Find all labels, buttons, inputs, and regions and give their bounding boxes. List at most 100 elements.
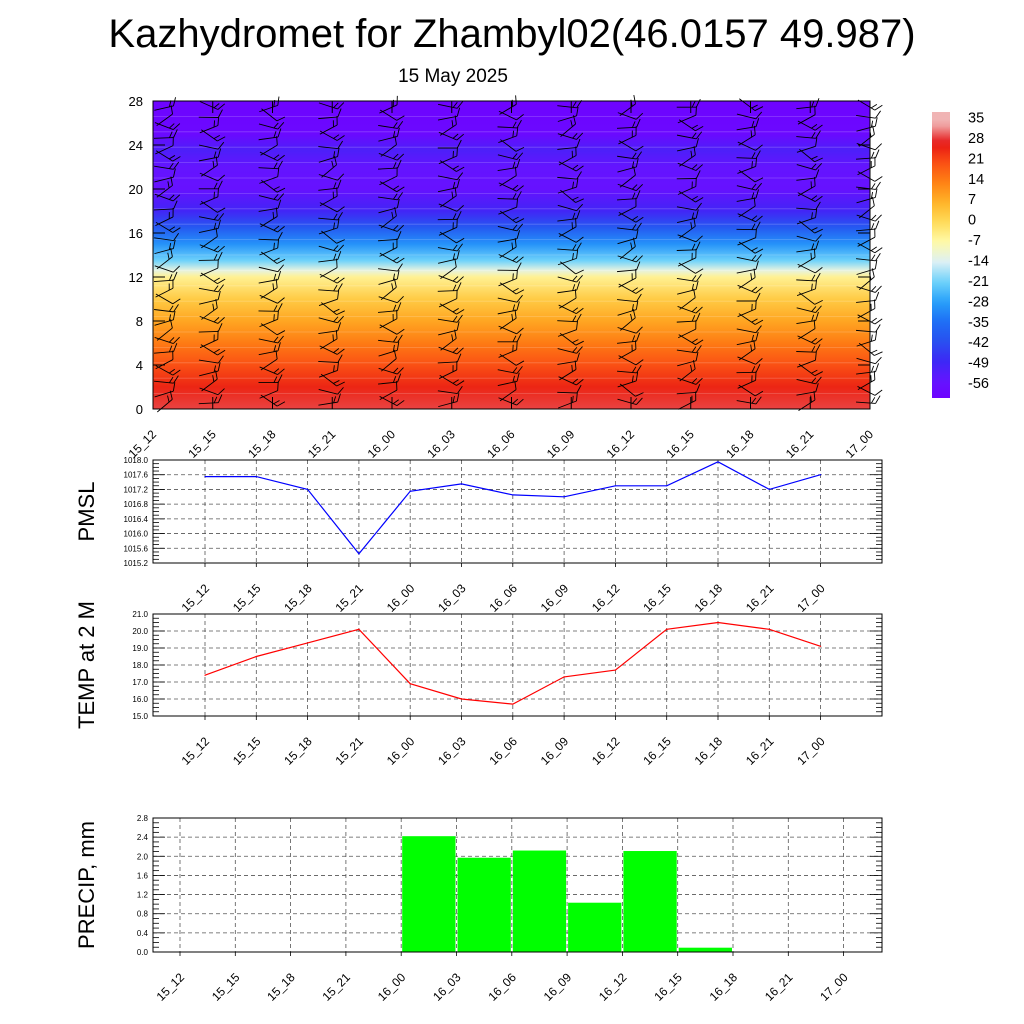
wind-barb-flag (691, 100, 696, 108)
wind-barb (378, 230, 402, 242)
wind-barb-flag (695, 197, 704, 203)
wind-barb (199, 116, 220, 134)
wind-barb (258, 199, 282, 212)
y-axis-label: PMSL (74, 482, 99, 542)
wind-barb-flag (814, 105, 816, 115)
wind-barb (677, 351, 699, 367)
wind-barb-flag (212, 160, 215, 168)
wind-barb-flag (691, 243, 696, 251)
wind-barb-shaft (557, 176, 577, 180)
wind-barb-flag (815, 169, 820, 179)
wind-barb-shaft (857, 236, 876, 247)
wind-barb (857, 156, 876, 176)
wind-barb-flag (337, 244, 345, 252)
x-tick-label: 16_03 (424, 427, 458, 461)
wind-barb-flag (397, 192, 403, 201)
wind-barb-flag (874, 104, 883, 111)
wind-barb-shaft (156, 185, 173, 198)
wind-barb (261, 180, 286, 193)
wind-barb-shaft (318, 217, 338, 221)
data-point (460, 698, 463, 700)
wind-barb-shaft (378, 367, 398, 375)
wind-barb-shaft (799, 149, 815, 163)
wind-barb-flag (811, 345, 816, 353)
x-tick-label: 16_12 (589, 581, 623, 615)
wind-barb-flag (392, 314, 394, 321)
wind-barb (437, 243, 463, 252)
wind-barb-flag (396, 167, 398, 177)
wind-barb (558, 217, 577, 237)
wind-barb (796, 272, 821, 282)
wind-barb-shaft (318, 156, 338, 163)
x-tick-label: 16_15 (640, 581, 674, 615)
wind-barb (856, 285, 882, 293)
wind-barb-shaft (677, 305, 697, 314)
wind-barb (198, 109, 223, 118)
wind-barb (557, 275, 583, 283)
wind-barb (318, 102, 345, 110)
wind-barb-shaft (321, 164, 337, 178)
wind-barb (497, 262, 522, 271)
wind-barb (857, 228, 876, 247)
wind-barb-shaft (676, 146, 697, 152)
wind-barb-shaft (560, 189, 576, 203)
wind-barb-shaft (437, 390, 458, 395)
wind-barb-shaft (498, 206, 517, 215)
wind-barb-flag (811, 306, 817, 312)
wind-barb-flag (173, 200, 178, 210)
wind-barb (617, 261, 641, 273)
wind-barb-flag (811, 243, 815, 250)
wind-barb-flag (815, 130, 821, 139)
wind-barb (557, 106, 579, 122)
y-tick-label: 1015.6 (124, 544, 149, 553)
wind-barb-shaft (201, 236, 218, 249)
wind-barb (559, 289, 577, 309)
wind-barb (259, 167, 280, 184)
wind-barb-flag (337, 102, 345, 110)
wind-barb (258, 303, 283, 312)
wind-barb-flag (217, 207, 226, 213)
wind-barb-shaft (319, 195, 338, 207)
wind-barb-flag (512, 398, 519, 404)
wind-barb-flag (168, 242, 172, 250)
wind-barb-shaft (796, 235, 816, 242)
x-tick-label: 15_15 (230, 734, 264, 768)
colorbar-label: -7 (968, 233, 981, 249)
wind-barb-shaft (679, 154, 696, 167)
wind-barb-shaft (617, 327, 637, 334)
x-tick-label: 16_15 (651, 970, 685, 1004)
wind-barb-shaft (557, 391, 577, 394)
wind-barb-flag (217, 290, 221, 300)
wind-barb-flag (690, 150, 693, 158)
wind-barb-flag (815, 351, 817, 361)
x-tick-label: 16_12 (596, 970, 630, 1004)
wind-barb-flag (217, 148, 222, 158)
wind-barb-flag (393, 225, 399, 231)
wind-barb (318, 322, 342, 334)
wind-barb-flag (456, 101, 464, 109)
data-point (204, 475, 206, 478)
wind-barb (796, 279, 817, 297)
wind-barb (799, 149, 823, 163)
wind-barb (198, 141, 225, 150)
wind-barb (619, 383, 644, 397)
wind-barb-shaft (378, 268, 398, 272)
temp-panel: 15.0 16.0 17.0 18.0 19.0 20.0 21.0 15_12 15_15 15… (74, 601, 883, 768)
wind-barb-flag (875, 181, 881, 190)
wind-barb-flag (397, 367, 404, 375)
wind-barb-flag (217, 362, 221, 372)
y-axis-label: TEMP at 2 M (74, 601, 99, 729)
wind-barb-flag (691, 132, 697, 139)
wind-barb-flag (396, 341, 400, 351)
wind-barb (677, 209, 699, 223)
wind-barb-flag (512, 273, 514, 281)
wind-barb-flag (631, 161, 635, 169)
wind-barb (437, 353, 462, 364)
wind-barb-flag (168, 274, 173, 281)
wind-barb-shaft (198, 216, 219, 221)
x-tick-label: 16_15 (640, 734, 674, 768)
wind-barb-shaft (438, 155, 458, 165)
x-tick-label: 17_00 (794, 734, 828, 768)
wind-barb-flag (512, 288, 519, 292)
